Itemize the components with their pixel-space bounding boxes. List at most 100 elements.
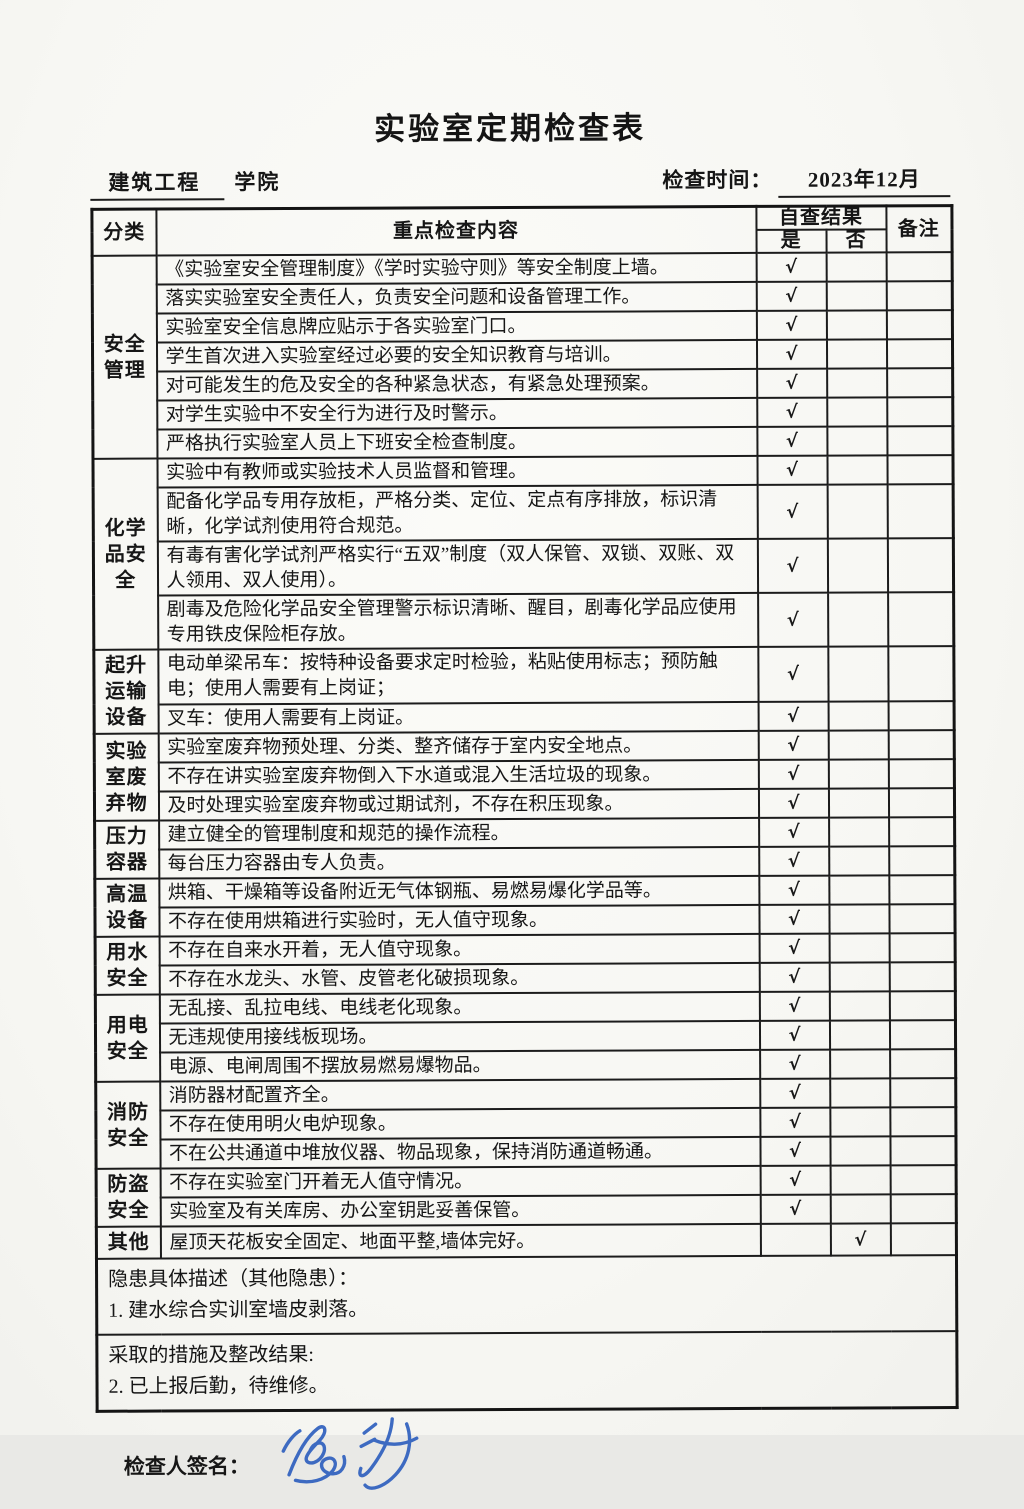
content-cell: 不存在水龙头、水管、皮管老化破损现象。: [159, 962, 760, 995]
yes-checkmark-cell: √: [759, 962, 830, 992]
remark-cell: [889, 1107, 956, 1137]
content-cell: 无违规使用接线板现场。: [159, 1020, 760, 1053]
yes-checkmark-cell: √: [759, 1136, 831, 1166]
college-field: 建筑工程 学院: [90, 166, 280, 201]
yes-checkmark-cell: √: [757, 646, 829, 702]
remark-cell: [886, 397, 953, 427]
table-row: 实验室及有关库房、办公室钥匙妥善保管。 √: [96, 1194, 957, 1227]
table-row: 防盗安全 不存在实验室门开着无人值守情况。 √: [96, 1165, 957, 1227]
content-cell: 每台压力容器由专人负责。: [158, 846, 759, 879]
remark-cell: [888, 875, 955, 905]
yes-checkmark-cell: √: [760, 1194, 831, 1224]
hazard-note-cell: 隐患具体描述（其他隐患）： 1. 建水综合实训室墙皮剥落。: [96, 1255, 957, 1335]
category-cell: 高温设备: [94, 878, 160, 937]
table-row: 不存在水龙头、水管、皮管老化破损现象。 √: [95, 962, 956, 995]
yes-checkmark-cell: √: [758, 759, 829, 789]
table-row: 不在公共通道中堆放仪器、物品现象，保持消防通道畅通。 √: [96, 1136, 957, 1169]
remark-cell: [890, 1223, 957, 1256]
yes-checkmark-cell: √: [759, 1049, 830, 1079]
table-row: 不存在使用明火电炉现象。 √: [96, 1107, 956, 1140]
yes-checkmark-cell: √: [756, 455, 828, 485]
table-row: 实验室安全信息牌应贴示于各实验室门口。 √: [92, 310, 953, 343]
yes-checkmark-cell: √: [758, 701, 829, 731]
remark-cell: [889, 1020, 956, 1050]
yes-checkmark-cell: √: [756, 310, 827, 340]
table-row: 对可能发生的危及安全的各种紧急状态，有紧急处理预案。 √: [93, 368, 953, 401]
category-cell: 压力容器: [94, 820, 159, 879]
inspector-signature: [281, 1417, 419, 1490]
table-row: 其他 屋顶天花板安全固定、地面平整,墙体完好。 √: [96, 1223, 957, 1259]
remark-cell: [890, 1165, 957, 1195]
content-cell: 实验室安全信息牌应贴示于各实验室门口。: [156, 310, 757, 343]
table-row: 叉车：使用人需要有上岗证。 √: [94, 700, 955, 734]
content-cell: 实验室废弃物预处理、分类、整齐储存于室内安全地点。: [158, 730, 759, 763]
yes-checkmark-cell: √: [756, 281, 827, 311]
no-cell-empty: [826, 339, 887, 369]
no-cell-empty: [827, 538, 888, 593]
no-cell-empty: [826, 397, 887, 427]
yes-checkmark-cell: √: [756, 397, 827, 427]
remark-cell: [887, 592, 954, 647]
remark-cell: [886, 368, 953, 398]
content-cell: 学生首次进入实验室经过必要的安全知识教育与培训。: [156, 339, 757, 372]
no-cell-empty: [830, 1165, 891, 1195]
table-row: 学生首次进入实验室经过必要的安全知识教育与培训。 √: [92, 339, 953, 372]
table-row: 用水安全 不存在自来水开着，无人值守现象。 √: [95, 933, 956, 995]
remark-cell: [887, 538, 954, 593]
category-cell: 消防安全: [95, 1081, 161, 1169]
content-cell: 《实验室安全管理制度》《学时实验守则》等安全制度上墙。: [156, 252, 757, 285]
no-cell-empty: [829, 1107, 890, 1137]
check-time-value: 2023年12月: [778, 163, 951, 198]
table-row: 对学生实验中不安全行为进行及时警示。 √: [93, 397, 953, 430]
content-cell: 叉车：使用人需要有上岗证。: [158, 701, 759, 734]
table-row: 实验室废弃物 实验室废弃物预处理、分类、整齐储存于室内安全地点。 √: [94, 730, 955, 821]
content-cell: 不存在实验室门开着无人值守情况。: [160, 1165, 761, 1198]
header-content: 重点检查内容: [155, 206, 757, 256]
no-cell-empty: [828, 788, 889, 818]
no-checkmark-cell: √: [830, 1223, 891, 1256]
inspector-signature-label: 检查人签名：: [123, 1454, 250, 1479]
yes-checkmark-cell: √: [759, 991, 830, 1021]
header-no: 否: [826, 229, 887, 253]
content-cell: 实验室及有关库房、办公室钥匙妥善保管。: [160, 1194, 761, 1227]
table-row: 压力容器 建立健全的管理制度和规范的操作流程。 √: [94, 817, 955, 879]
table-row: 高温设备 烘箱、干燥箱等设备附近无气体钢瓶、易燃易爆化学品等。 √: [94, 875, 955, 937]
table-row: 落实实验室安全责任人，负责安全问题和设备管理工作。 √: [92, 281, 953, 314]
content-cell: 不存在使用烘箱进行实验时，无人值守现象。: [158, 904, 760, 937]
no-cell-empty: [828, 846, 889, 876]
no-cell-empty: [828, 904, 890, 934]
remark-cell: [886, 455, 954, 485]
remark-cell: [889, 991, 956, 1021]
table-row: 安全管理 《实验室安全管理制度》《学时实验守则》等安全制度上墙。 √: [92, 252, 953, 459]
yes-checkmark-cell: √: [756, 426, 827, 456]
content-cell: 无乱接、乱拉电线、电线老化现象。: [159, 991, 760, 1024]
yes-checkmark-cell: √: [758, 904, 830, 934]
table-row: 电源、电闸周围不摆放易燃易爆物品。 √: [96, 1049, 956, 1082]
header-yes: 是: [756, 229, 827, 253]
inspector-signature-row: 检查人签名：: [123, 1417, 1024, 1503]
no-cell-empty: [830, 1194, 891, 1224]
checklist-body: 安全管理 《实验室安全管理制度》《学时实验守则》等安全制度上墙。 √ 落实实验室安全责…: [92, 252, 957, 1259]
table-row: 用电安全 无乱接、乱拉电线、电线老化现象。 √: [95, 991, 956, 1082]
content-cell: 落实实验室安全责任人，负责安全问题和设备管理工作。: [156, 281, 757, 314]
content-cell: 不存在自来水开着，无人值守现象。: [159, 933, 760, 966]
no-cell-empty: [828, 759, 889, 789]
content-cell: 不存在使用明火电炉现象。: [159, 1107, 760, 1140]
measures-note-title: 采取的措施及整改结果:: [108, 1343, 315, 1367]
yes-checkmark-cell: √: [757, 484, 828, 539]
yes-checkmark-cell: √: [757, 538, 828, 593]
table-row: 严格执行实验室人员上下班安全检查制度。 √: [93, 426, 953, 459]
no-cell-empty: [828, 817, 889, 847]
yes-checkmark-cell: √: [758, 875, 829, 905]
remark-cell: [889, 1136, 957, 1166]
yes-checkmark-cell: √: [758, 817, 829, 847]
no-cell-empty: [826, 281, 887, 311]
remark-cell: [887, 484, 954, 539]
check-time-label: 检查时间：: [662, 167, 773, 193]
yes-checkmark-cell: √: [759, 933, 830, 963]
yes-checkmark-cell: √: [756, 368, 827, 398]
no-cell-empty: [829, 991, 890, 1021]
table-row: 消防安全 消防器材配置齐全。 √: [95, 1078, 956, 1169]
header-category: 分类: [91, 209, 157, 256]
yes-checkmark-cell: √: [756, 252, 827, 282]
